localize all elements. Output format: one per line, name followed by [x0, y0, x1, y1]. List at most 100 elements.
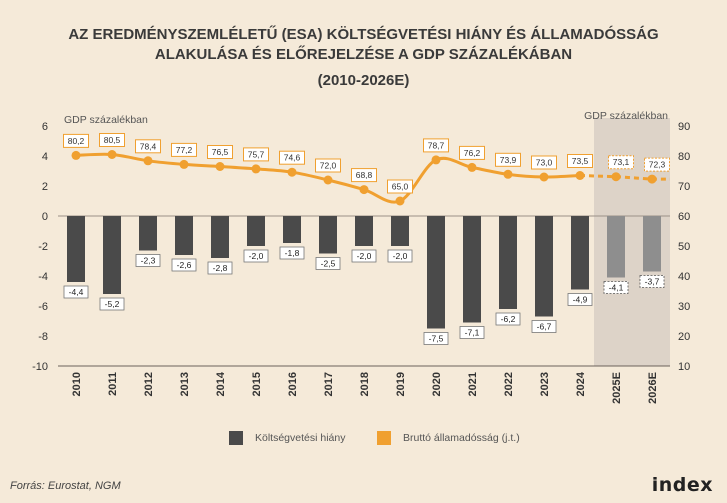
right-tick-label: 80	[678, 151, 690, 163]
debt-label-box	[531, 155, 557, 170]
debt-label-box	[495, 152, 521, 167]
debt-label-box	[171, 142, 197, 157]
right-tick-label: 40	[678, 271, 690, 283]
x-tick-label: 2014	[215, 371, 227, 396]
deficit-data-label: -7,1	[465, 328, 480, 338]
legend-swatch-deficit	[229, 431, 243, 445]
deficit-data-label: -2,0	[357, 251, 372, 261]
x-tick-label: 2011	[107, 372, 119, 396]
debt-data-label: 73,0	[536, 158, 553, 168]
x-tick-label: 2018	[359, 372, 371, 396]
debt-label-box	[608, 155, 634, 170]
deficit-label-box	[459, 326, 485, 339]
index-logo: index	[651, 474, 713, 496]
debt-label-box	[351, 168, 377, 183]
x-tick-label: 2025E	[611, 372, 623, 404]
debt-label-box	[63, 133, 89, 148]
right-tick-label: 10	[678, 361, 690, 373]
debt-label-box	[567, 154, 593, 168]
debt-point	[539, 172, 549, 182]
right-tick-label: 30	[678, 301, 690, 313]
left-tick-label: 0	[42, 211, 48, 223]
debt-data-label: 74,6	[284, 153, 301, 163]
right-tick-label: 70	[678, 181, 690, 193]
deficit-data-label: -5,2	[105, 299, 120, 309]
debt-point	[395, 196, 405, 206]
debt-label-box	[243, 147, 269, 162]
left-tick-label: 2	[42, 181, 48, 193]
debt-line	[71, 150, 670, 206]
x-tick-label: 2023	[539, 372, 551, 396]
deficit-bar	[247, 216, 265, 246]
x-tick-label: 2012	[143, 372, 155, 396]
deficit-bar	[67, 216, 85, 282]
deficit-data-label: -1,8	[285, 248, 300, 258]
debt-label-box	[459, 145, 485, 160]
deficit-bar	[103, 216, 121, 294]
x-tick-label: 2021	[467, 372, 479, 396]
left-tick-label: 4	[42, 151, 48, 163]
deficit-label-box	[495, 312, 521, 326]
x-tick-label: 2016	[287, 372, 299, 396]
x-tick-label: 2013	[179, 372, 191, 396]
title-line-2: ALAKULÁSA ÉS ELŐREJELZÉSE A GDP SZÁZALÉK…	[154, 46, 573, 63]
deficit-label-box	[423, 332, 449, 345]
deficit-bar	[535, 216, 553, 317]
deficit-label-box	[351, 249, 377, 263]
left-axis-label: GDP százalékban	[64, 114, 148, 126]
deficit-data-label: -3,7	[645, 277, 660, 287]
deficit-data-label: -2,8	[213, 263, 228, 273]
right-tick-label: 60	[678, 211, 690, 223]
deficit-bar	[355, 216, 373, 246]
debt-label-box	[423, 138, 449, 153]
deficit-data-label: -4,1	[609, 283, 624, 293]
deficit-label-box	[315, 257, 341, 270]
deficit-label-box	[135, 254, 161, 267]
debt-data-label: 77,2	[176, 145, 193, 155]
left-tick-label: 6	[42, 121, 48, 133]
deficit-data-label: -2,3	[141, 256, 156, 266]
deficit-label-box	[243, 249, 269, 263]
x-tick-label: 2024	[575, 371, 587, 396]
title-line-1: AZ EREDMÉNYSZEMLÉLETŰ (ESA) KÖLTSÉGVETÉS…	[68, 26, 659, 43]
debt-point	[215, 162, 225, 171]
debt-label-box	[315, 158, 341, 173]
legend-item-deficit: Költségvetési hiány	[229, 431, 345, 445]
left-tick-label: -2	[38, 241, 48, 253]
deficit-data-label: -2,5	[321, 259, 336, 269]
deficit-label-box	[207, 261, 233, 275]
deficit-bar	[607, 216, 625, 278]
deficit-bars	[67, 216, 661, 329]
deficit-label-box	[279, 246, 305, 260]
debt-point	[575, 171, 585, 180]
debt-point	[431, 155, 441, 165]
deficit-bar	[211, 216, 229, 258]
deficit-label-box	[171, 258, 197, 272]
left-tick-label: -4	[38, 271, 48, 283]
deficit-bar	[175, 216, 193, 255]
debt-label-box	[387, 179, 413, 194]
deficit-data-label: -2,0	[393, 251, 408, 261]
deficit-bar	[283, 216, 301, 243]
debt-data-label: 73,9	[500, 155, 517, 165]
deficit-data-label: -7,5	[429, 334, 444, 344]
debt-data-label: 65,0	[392, 182, 409, 192]
debt-point	[107, 150, 117, 159]
debt-point	[503, 169, 513, 179]
deficit-data-label: -4,4	[69, 287, 84, 297]
deficit-bar	[643, 216, 661, 272]
debt-data-label: 72,0	[320, 161, 337, 171]
debt-label-box	[99, 133, 125, 147]
data-labels: -4,4 -5,2 -2,3 -2,6 -2,8 -2,0 -1,8 -2,5 -2,0 -2,0…	[63, 133, 670, 345]
debt-label-box	[207, 145, 233, 159]
legend-label-deficit: Költségvetési hiány	[255, 432, 346, 444]
legend-swatch-debt	[377, 431, 391, 445]
deficit-label-box	[99, 297, 125, 311]
legend-item-debt: Bruttó államadósság (j.t.)	[377, 431, 520, 445]
title-line-3: (2010-2026E)	[317, 72, 410, 89]
debt-data-label: 68,8	[356, 170, 373, 180]
debt-label-box	[135, 139, 161, 154]
debt-point	[251, 164, 261, 174]
debt-point	[647, 174, 657, 184]
right-axis-label: GDP százalékban	[584, 110, 668, 122]
